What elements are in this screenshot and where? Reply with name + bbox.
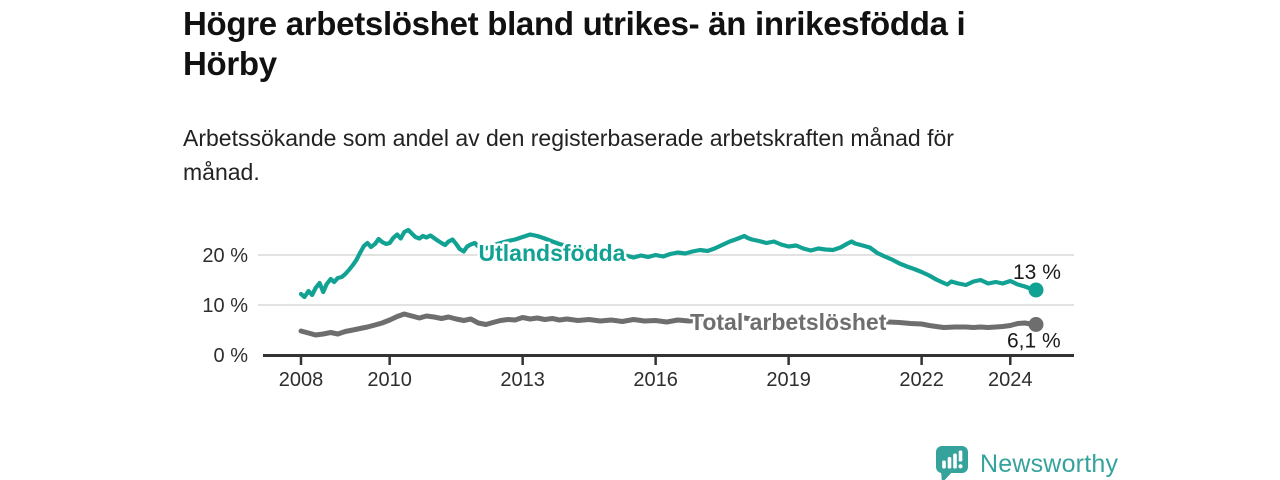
series-end-dot-utlandsfodda bbox=[1028, 282, 1044, 298]
x-tick-label-2016: 2016 bbox=[633, 369, 678, 391]
y-tick-label-10: 10 % bbox=[202, 295, 248, 317]
x-tick-label-2024: 2024 bbox=[988, 369, 1033, 391]
end-value-label-total-arbetsloshet: 6,1 % bbox=[1007, 330, 1061, 353]
x-tick-label-2013: 2013 bbox=[500, 369, 545, 391]
x-axis-labels: 2008 2010 2013 2016 2019 2022 2024 bbox=[279, 369, 1033, 391]
chart-title: Högre arbetslöshet bland utrikes- än inr… bbox=[183, 5, 966, 82]
y-tick-label-20: 20 % bbox=[202, 245, 248, 267]
x-tick-label-2010: 2010 bbox=[367, 369, 412, 391]
series-line-total-arbetsloshet bbox=[298, 311, 1039, 338]
series-label-utlandsfodda: Utlandsfödda bbox=[479, 240, 626, 266]
newsworthy-logo-icon bbox=[936, 446, 968, 480]
y-tick-label-0: 0 % bbox=[214, 345, 249, 367]
x-axis-ticks bbox=[299, 357, 1012, 365]
series-end-dot-total-arbetsloshet bbox=[1028, 317, 1044, 332]
series-line-utlandsfodda bbox=[298, 227, 1039, 300]
x-tick-label-2019: 2019 bbox=[766, 369, 811, 391]
x-tick-label-2022: 2022 bbox=[899, 369, 944, 391]
newsworthy-logo-text: Newsworthy bbox=[980, 449, 1119, 478]
newsworthy-logo[interactable]: Newsworthy bbox=[933, 444, 1118, 480]
x-tick-label-2008: 2008 bbox=[279, 369, 324, 391]
series-label-total-arbetsloshet: Total arbetslöshet bbox=[690, 309, 887, 335]
y-axis-labels: 0 % 10 % 20 % bbox=[202, 245, 248, 367]
chart-subtitle: Arbetssökande som andel av den registerb… bbox=[183, 125, 954, 185]
end-value-label-utlandsfodda: 13 % bbox=[1013, 261, 1061, 284]
